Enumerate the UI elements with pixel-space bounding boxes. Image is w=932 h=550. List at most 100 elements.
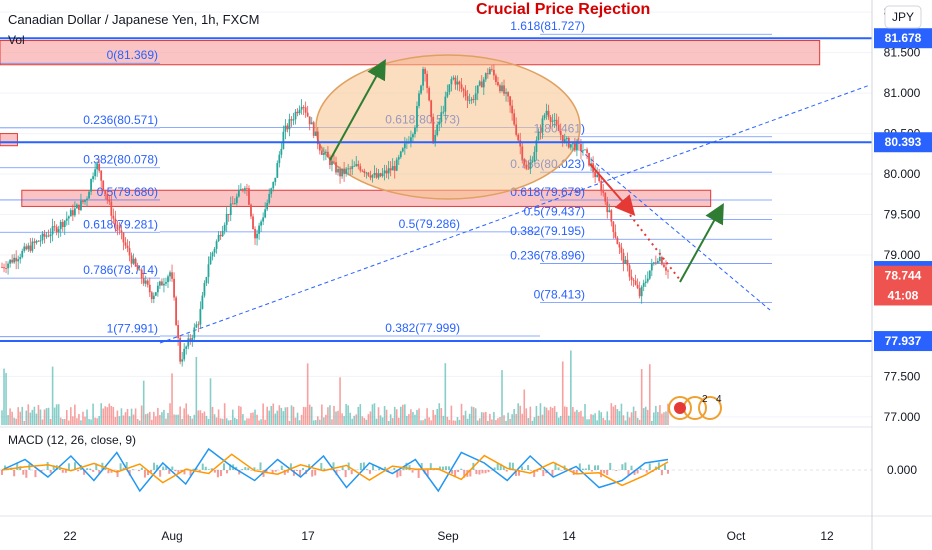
- volume-bar: [503, 415, 505, 425]
- volume-bar: [43, 409, 46, 425]
- macd-histogram-bar: [280, 465, 283, 470]
- macd-histogram-bar: [262, 470, 265, 477]
- volume-bar: [244, 420, 246, 425]
- volume-bar: [351, 418, 354, 425]
- candle-body: [3, 267, 5, 269]
- volume-bar: [167, 412, 169, 425]
- volume-bar: [584, 403, 586, 425]
- macd-histogram-bar: [536, 470, 539, 472]
- currency-button[interactable]: [884, 5, 922, 29]
- volume-bar: [270, 406, 273, 425]
- candle-body: [391, 166, 394, 171]
- candle-body: [314, 131, 317, 136]
- macd-histogram-bar: [83, 470, 86, 475]
- volume-bar: [84, 416, 86, 425]
- candle-body: [7, 263, 9, 269]
- volume-bar: [537, 415, 540, 425]
- macd-histogram-bar: [524, 469, 527, 470]
- fib-label: 0.382(79.195): [510, 224, 585, 238]
- candle-body: [656, 260, 659, 263]
- volume-bar: [565, 407, 568, 425]
- volume-bar: [333, 405, 335, 425]
- macd-histogram-bar: [265, 470, 268, 473]
- volume-bar: [130, 408, 133, 425]
- volume-bar: [248, 418, 250, 425]
- volume-bar: [193, 414, 196, 425]
- macd-histogram-bar: [34, 470, 37, 478]
- volume-bar: [5, 372, 7, 425]
- candle-body: [529, 162, 532, 170]
- macd-histogram-bar: [150, 470, 153, 473]
- volume-bar: [274, 413, 277, 425]
- volume-bar: [414, 414, 416, 425]
- volume-bar: [88, 418, 90, 425]
- volume-bar: [357, 406, 360, 425]
- macd-histogram-bar: [633, 470, 636, 475]
- macd-histogram-bar: [396, 470, 399, 478]
- volume-bar: [94, 417, 96, 425]
- volume-bar: [219, 418, 222, 425]
- macd-histogram-bar: [663, 464, 666, 470]
- candle-body: [96, 163, 99, 170]
- volume-bar: [57, 404, 60, 425]
- price-axis[interactable]: 82.00081.50081.00080.50080.00079.50079.0…: [884, 5, 921, 424]
- candle-body: [318, 144, 321, 151]
- macd-histogram-bar: [204, 466, 207, 470]
- candle-body: [175, 297, 177, 326]
- candle-body: [626, 259, 629, 266]
- time-axis[interactable]: 22 Aug 17 Sep 14 Oct 12: [63, 529, 834, 543]
- macd-histogram-bar: [551, 470, 554, 477]
- volume-bar: [594, 413, 596, 425]
- candle-body: [646, 278, 649, 282]
- candle-body: [126, 245, 129, 249]
- volume-bar: [576, 409, 578, 425]
- candle-body: [171, 272, 173, 279]
- candle-body: [19, 257, 22, 260]
- candle-body: [284, 125, 287, 132]
- volume-bar: [49, 418, 52, 425]
- volume-bar: [468, 413, 471, 425]
- price-tag-label: 78.744: [885, 269, 922, 283]
- macd-histogram-bar: [648, 463, 651, 470]
- macd-histogram-bar: [283, 470, 286, 475]
- volume-bar: [628, 417, 631, 425]
- candle-body: [594, 171, 597, 177]
- candle-body: [345, 168, 348, 174]
- macd-histogram-bar: [140, 467, 143, 470]
- candle-body: [161, 281, 163, 286]
- volume-bar: [112, 406, 115, 425]
- volume-bar: [574, 411, 576, 425]
- volume-bar: [476, 420, 479, 425]
- volume-bar: [622, 415, 625, 425]
- candle-body: [47, 235, 50, 237]
- volume-bar: [53, 407, 56, 425]
- candle-body: [29, 245, 32, 251]
- volume-bar: [25, 410, 28, 425]
- candle-body: [152, 295, 155, 300]
- macd-histogram-bar: [119, 463, 122, 470]
- volume-bar: [72, 416, 74, 425]
- candle-body: [547, 110, 550, 118]
- macd-histogram-bar: [502, 466, 505, 470]
- candle-body: [466, 96, 469, 101]
- candle-body: [21, 250, 24, 258]
- candle-body: [65, 218, 68, 221]
- candle-body: [598, 174, 601, 182]
- volume-bar: [462, 415, 465, 425]
- candle-body: [549, 117, 552, 122]
- volume-bar: [655, 405, 657, 425]
- candle-body: [120, 230, 123, 233]
- volume-bar: [45, 408, 48, 425]
- macd-histogram-bar: [508, 462, 511, 470]
- candle-body: [571, 143, 574, 145]
- volume-bar: [321, 404, 323, 425]
- volume-bar: [177, 414, 179, 425]
- candle-body: [403, 143, 406, 149]
- event-badge-icon[interactable]: 2 4: [668, 394, 722, 420]
- volume-bar: [375, 418, 378, 425]
- candle-body: [239, 189, 242, 190]
- candle-body: [262, 217, 265, 222]
- volume-bar: [161, 412, 163, 425]
- volume-bar: [636, 417, 639, 425]
